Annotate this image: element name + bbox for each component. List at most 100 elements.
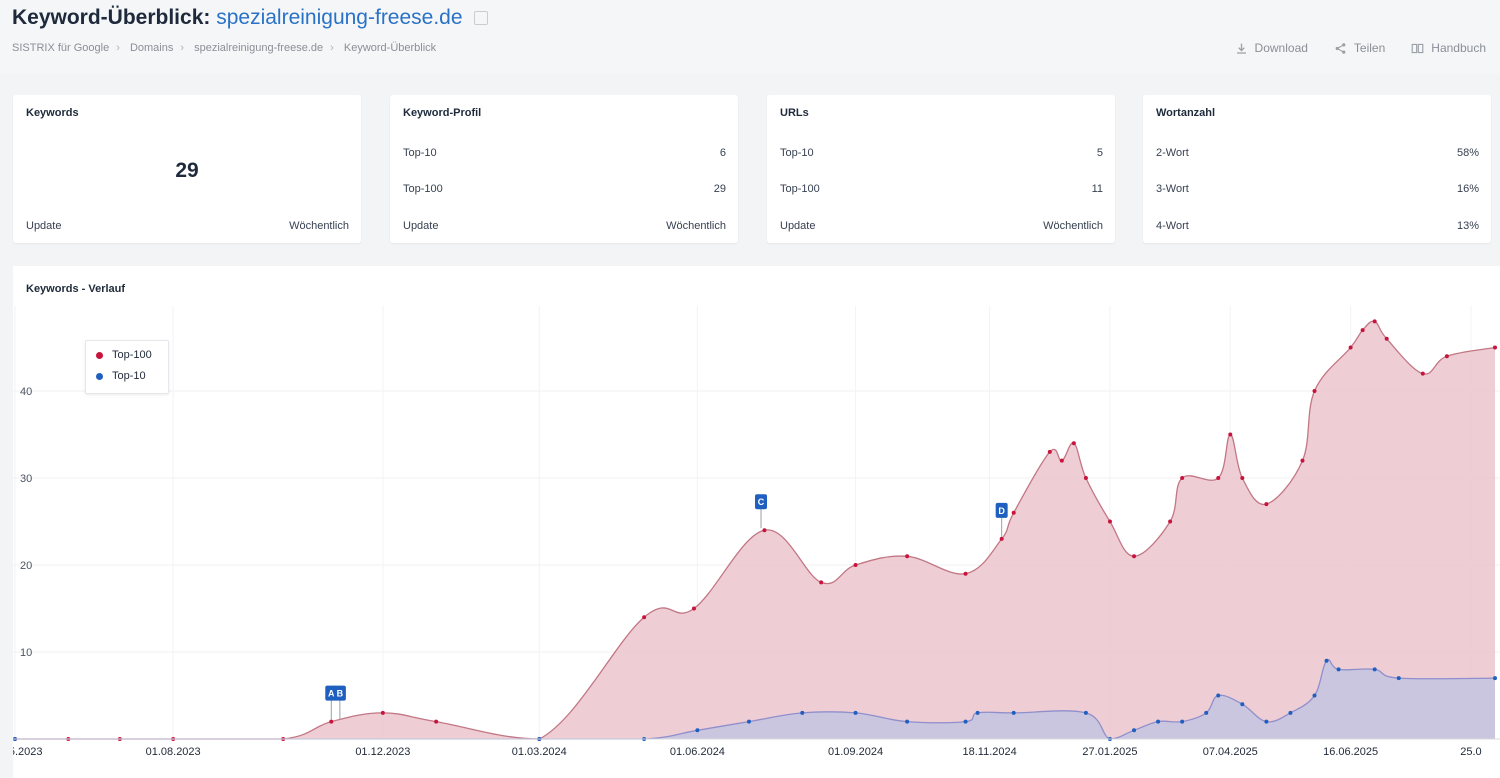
data-point [975,710,980,715]
keywords-history-chart-card: Keywords - Verlauf 10 20 30 40 01.05.2023 01.… [13,266,1500,778]
data-point [1493,345,1497,350]
data-point [1156,719,1161,724]
data-point [1396,676,1401,681]
event-marker-label: C [758,497,765,507]
card-row: 2-Wort 58% [1156,147,1479,159]
page-title: Keyword-Überblick: spezialreinigung-free… [12,6,489,30]
data-point [1216,693,1221,698]
x-tick-label: 01.06.2024 [670,746,725,758]
card-row: Top-100 29 [403,183,726,195]
data-point [1384,336,1389,341]
data-point [1071,441,1076,446]
breadcrumb-item-sistrix[interactable]: SISTRIX für Google [12,42,110,54]
row-value: Wöchentlich [1043,220,1103,232]
data-point [999,536,1004,541]
event-marker-label: D [998,506,1005,516]
row-label: 2-Wort [1156,147,1189,159]
row-value: Wöchentlich [666,220,726,232]
data-point [1420,371,1425,376]
data-point [1300,458,1305,463]
word-count-card: Wortanzahl 2-Wort 58% 3-Wort 16% 4-Wort 13% [1143,95,1491,243]
event-marker-label: A [328,689,335,699]
x-tick-label: 01.12.2023 [355,746,410,758]
row-label: Top-10 [780,147,814,159]
keywords-history-chart: 10 20 30 40 01.05.2023 01.08.2023 01.12.2023 01… [13,306,1500,758]
data-point [329,719,334,724]
title-domain-link[interactable]: spezialreinigung-freese.de [216,6,463,29]
row-label: Top-100 [403,183,443,195]
card-title: Keywords [26,107,79,119]
data-point [1132,728,1137,733]
event-marker [755,494,768,510]
y-tick-label: 20 [20,560,32,572]
chart-title: Keywords - Verlauf [26,283,126,295]
x-tick-label: 01.08.2023 [146,746,201,758]
row-label: 4-Wort [1156,220,1189,232]
data-point [1204,710,1209,715]
manual-button[interactable]: Handbuch [1411,41,1486,55]
row-value: 16% [1456,183,1479,195]
breadcrumb-item-current: Keyword-Überblick [343,42,437,54]
data-point [1312,389,1317,393]
data-point [1083,476,1088,480]
row-value: 11 [1091,183,1103,195]
data-point [963,571,968,576]
data-point [853,563,858,567]
data-point [380,710,385,715]
data-point [1288,710,1293,715]
event-marker [995,502,1008,518]
legend-item-top10[interactable]: Top-10 [96,370,146,382]
data-point [762,528,767,533]
row-label: Update [403,220,439,232]
download-button[interactable]: Download [1235,41,1308,55]
legend-label: Top-10 [112,370,146,382]
event-marker [333,685,346,701]
data-point [1372,667,1377,672]
card-row: Update Wöchentlich [403,220,726,232]
data-point [1059,458,1064,463]
data-point [1011,710,1016,715]
x-tick-label: 25.0 [1460,746,1481,758]
data-point [1083,710,1088,715]
breadcrumb-item-domain[interactable]: spezialreinigung-freese.de [194,42,324,54]
data-point [1240,476,1245,480]
keywords-card: Keywords 29 Update Wöchentlich [13,95,361,243]
data-point [1312,693,1317,698]
x-tick-label: 01.03.2024 [512,746,567,758]
urls-card: URLs Top-10 5 Top-100 11 Update Wöchentlich [767,95,1115,243]
data-point [1348,345,1353,350]
card-title: URLs [780,107,809,119]
row-label: 3-Wort [1156,183,1189,195]
share-button[interactable]: Teilen [1334,41,1385,55]
data-point [1107,519,1112,524]
card-row: Top-100 11 [780,183,1103,195]
data-point [963,719,968,724]
data-point [1372,319,1377,324]
card-row: Update Wöchentlich [26,220,349,232]
share-label: Teilen [1353,41,1386,55]
card-row: 3-Wort 16% [1156,183,1479,195]
data-point [434,719,439,724]
header-actions: Download Teilen Handbuch [1235,41,1486,55]
data-point [1264,502,1269,507]
row-label: Top-100 [780,183,820,195]
breadcrumb-separator-icon: › [330,42,334,54]
x-tick-label: 01.09.2024 [828,746,883,758]
row-value: 6 [719,147,726,159]
data-point [695,728,700,733]
share-icon [1335,42,1346,54]
x-tick-label: 07.04.2025 [1203,746,1258,758]
external-link-icon[interactable] [474,11,489,26]
y-tick-label: 40 [20,386,32,398]
legend-label: Top-100 [112,349,152,361]
legend-item-top100[interactable]: Top-100 [96,349,152,361]
data-point [853,710,858,715]
data-point [1180,719,1185,724]
row-label: Update [780,220,816,232]
data-point [905,554,910,559]
data-point [1360,328,1365,333]
breadcrumb-item-domains[interactable]: Domains [129,42,174,54]
data-point [1180,476,1185,480]
card-row: Top-10 5 [780,147,1103,159]
book-icon [1411,43,1424,53]
